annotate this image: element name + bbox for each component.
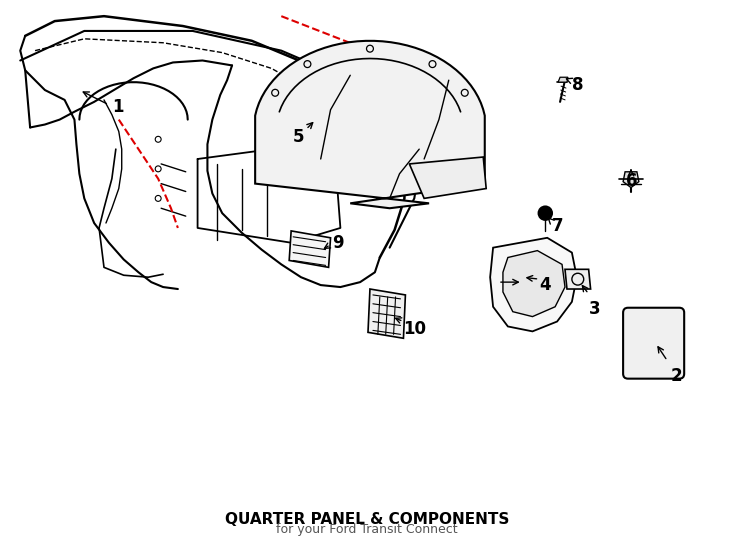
Text: 5: 5 — [293, 129, 305, 146]
Polygon shape — [558, 77, 568, 82]
Text: 10: 10 — [404, 320, 426, 339]
Text: QUARTER PANEL & COMPONENTS: QUARTER PANEL & COMPONENTS — [225, 511, 509, 526]
Polygon shape — [503, 251, 565, 316]
Circle shape — [542, 210, 548, 216]
FancyBboxPatch shape — [623, 308, 684, 379]
Text: 6: 6 — [626, 172, 638, 190]
Polygon shape — [623, 172, 639, 187]
Text: 1: 1 — [112, 98, 123, 116]
Polygon shape — [368, 289, 405, 338]
Text: 8: 8 — [572, 76, 584, 94]
Polygon shape — [565, 269, 591, 289]
Polygon shape — [410, 157, 486, 198]
Text: 7: 7 — [552, 217, 564, 235]
Text: 9: 9 — [333, 234, 344, 252]
Text: for your Ford Transit Connect: for your Ford Transit Connect — [276, 523, 458, 536]
Polygon shape — [255, 41, 484, 208]
Text: 2: 2 — [670, 367, 682, 384]
Polygon shape — [490, 238, 577, 332]
Circle shape — [539, 206, 552, 220]
Polygon shape — [289, 231, 330, 267]
Text: 3: 3 — [589, 300, 600, 318]
Text: 4: 4 — [539, 276, 551, 294]
